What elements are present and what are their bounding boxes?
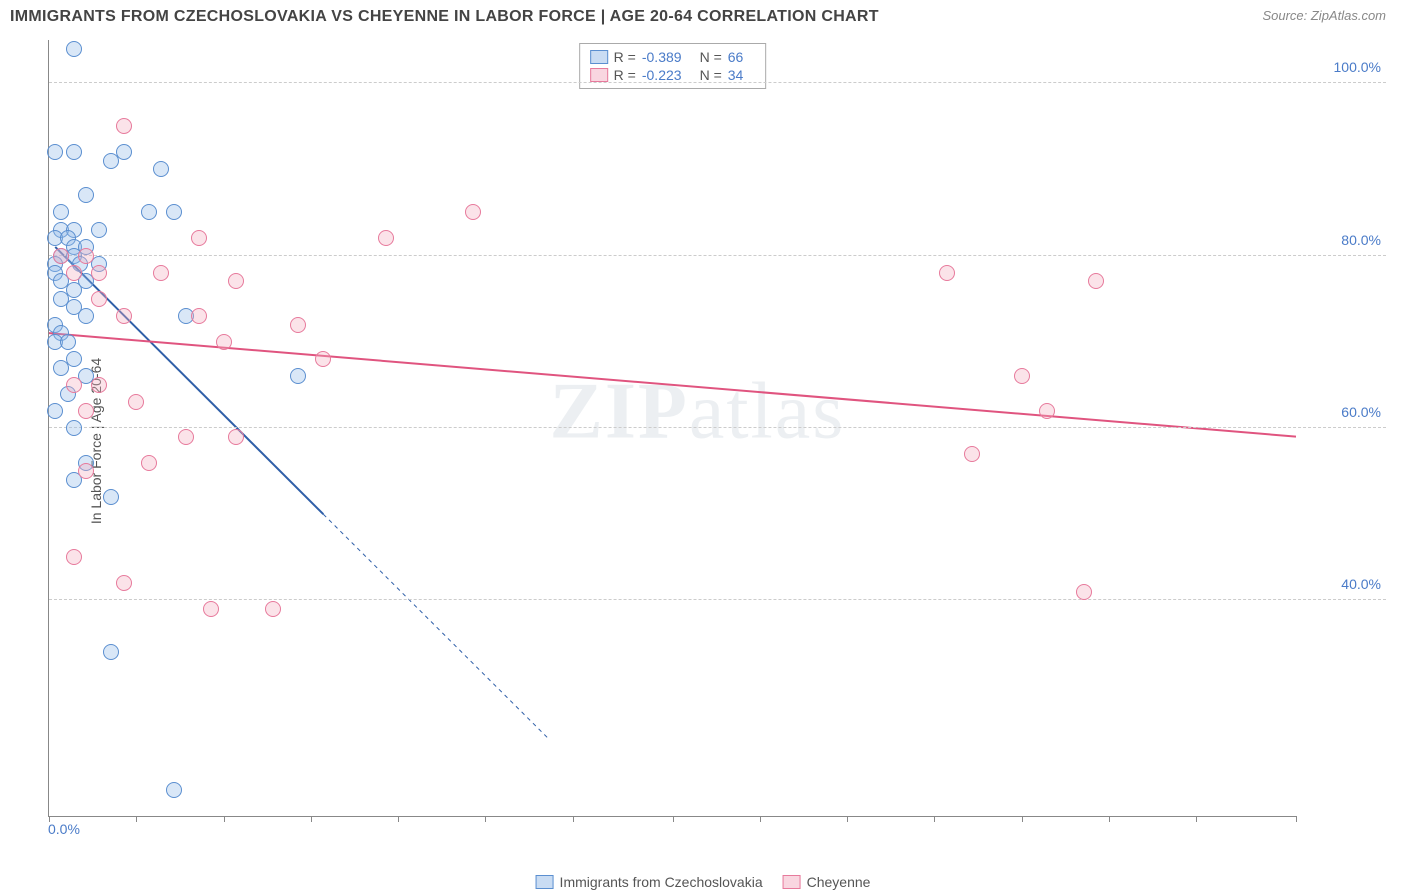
data-point: [66, 377, 82, 393]
legend-series: Immigrants from Czechoslovakia Cheyenne: [536, 874, 871, 890]
data-point: [203, 601, 219, 617]
y-tick-label: 100.0%: [1334, 59, 1381, 75]
n-value: 66: [728, 49, 744, 65]
data-point: [78, 187, 94, 203]
legend-swatch: [590, 50, 608, 64]
legend-item: Cheyenne: [783, 874, 871, 890]
n-label: N =: [700, 49, 722, 65]
x-tick: [136, 816, 137, 822]
data-point: [228, 273, 244, 289]
data-point: [47, 144, 63, 160]
gridline-h: [49, 599, 1386, 600]
x-axis-min-label: 0.0%: [48, 821, 80, 837]
x-tick: [398, 816, 399, 822]
x-tick: [1196, 816, 1197, 822]
data-point: [91, 265, 107, 281]
data-point: [290, 368, 306, 384]
data-point: [1088, 273, 1104, 289]
legend-swatch: [783, 875, 801, 889]
data-point: [939, 265, 955, 281]
x-tick: [311, 816, 312, 822]
data-point: [66, 41, 82, 57]
data-point: [53, 248, 69, 264]
x-tick: [485, 816, 486, 822]
data-point: [116, 118, 132, 134]
data-point: [116, 575, 132, 591]
data-point: [178, 429, 194, 445]
legend-item: Immigrants from Czechoslovakia: [536, 874, 763, 890]
x-tick: [1022, 816, 1023, 822]
data-point: [141, 455, 157, 471]
data-point: [78, 403, 94, 419]
data-point: [191, 308, 207, 324]
data-point: [66, 420, 82, 436]
data-point: [103, 644, 119, 660]
data-point: [66, 549, 82, 565]
data-point: [66, 144, 82, 160]
n-value: 34: [728, 67, 744, 83]
gridline-h: [49, 427, 1386, 428]
chart-area: In Labor Force | Age 20-64 ZIPatlas R =-…: [48, 40, 1386, 842]
data-point: [153, 161, 169, 177]
data-point: [103, 489, 119, 505]
data-point: [91, 222, 107, 238]
data-point: [47, 403, 63, 419]
legend-swatch: [590, 68, 608, 82]
x-tick: [847, 816, 848, 822]
data-point: [191, 230, 207, 246]
data-point: [78, 248, 94, 264]
y-tick-label: 40.0%: [1341, 576, 1381, 592]
data-point: [78, 308, 94, 324]
data-point: [1014, 368, 1030, 384]
data-point: [315, 351, 331, 367]
data-point: [1076, 584, 1092, 600]
x-tick: [1109, 816, 1110, 822]
data-point: [265, 601, 281, 617]
data-point: [116, 308, 132, 324]
x-tick: [224, 816, 225, 822]
data-point: [128, 394, 144, 410]
data-point: [60, 334, 76, 350]
y-tick-label: 60.0%: [1341, 404, 1381, 420]
legend-label: Immigrants from Czechoslovakia: [560, 874, 763, 890]
chart-title: IMMIGRANTS FROM CZECHOSLOVAKIA VS CHEYEN…: [10, 8, 879, 26]
x-tick: [573, 816, 574, 822]
data-point: [166, 782, 182, 798]
r-value: -0.223: [642, 67, 682, 83]
watermark: ZIPatlas: [549, 367, 845, 458]
x-tick: [1296, 816, 1297, 822]
plot-region: ZIPatlas R =-0.389N =66R =-0.223N =34 40…: [48, 40, 1296, 817]
gridline-h: [49, 82, 1386, 83]
data-point: [964, 446, 980, 462]
data-point: [53, 360, 69, 376]
legend-swatch: [536, 875, 554, 889]
data-point: [66, 265, 82, 281]
data-point: [53, 204, 69, 220]
x-tick: [673, 816, 674, 822]
data-point: [1039, 403, 1055, 419]
r-label: R =: [614, 67, 636, 83]
data-point: [116, 144, 132, 160]
r-label: R =: [614, 49, 636, 65]
n-label: N =: [700, 67, 722, 83]
data-point: [91, 377, 107, 393]
source-label: Source: ZipAtlas.com: [1262, 8, 1386, 23]
legend-stat-row: R = -0.389 N = 66: [590, 48, 756, 66]
data-point: [91, 291, 107, 307]
data-point: [216, 334, 232, 350]
x-tick: [760, 816, 761, 822]
data-point: [290, 317, 306, 333]
legend-label: Cheyenne: [807, 874, 871, 890]
data-point: [465, 204, 481, 220]
x-tick: [934, 816, 935, 822]
data-point: [378, 230, 394, 246]
data-point: [228, 429, 244, 445]
y-tick-label: 80.0%: [1341, 232, 1381, 248]
r-value: -0.389: [642, 49, 682, 65]
data-point: [153, 265, 169, 281]
gridline-h: [49, 255, 1386, 256]
data-point: [166, 204, 182, 220]
data-point: [141, 204, 157, 220]
data-point: [78, 463, 94, 479]
